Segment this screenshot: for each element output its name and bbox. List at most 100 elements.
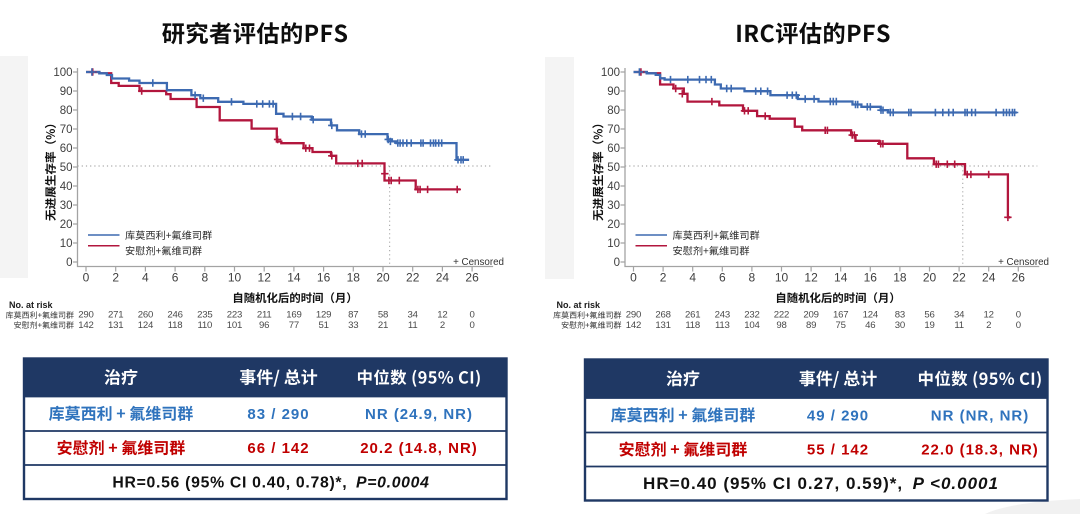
svg-text:243: 243 xyxy=(715,310,730,321)
svg-text:80: 80 xyxy=(607,105,620,117)
svg-text:16: 16 xyxy=(864,271,878,285)
svg-text:12: 12 xyxy=(804,271,818,285)
svg-text:24: 24 xyxy=(982,271,996,285)
svg-text:11: 11 xyxy=(408,320,418,331)
svg-text:0: 0 xyxy=(630,271,637,285)
svg-text:211: 211 xyxy=(257,310,272,321)
svg-text:22.0 (18.3, NR): 22.0 (18.3, NR) xyxy=(921,442,1039,459)
svg-text:142: 142 xyxy=(78,320,93,331)
svg-text:16: 16 xyxy=(317,271,331,285)
svg-text:142: 142 xyxy=(626,320,641,331)
svg-text:HR=0.40 (95% CI 0.27, 0.59)*,: HR=0.40 (95% CI 0.27, 0.59)*, P <0.0001 xyxy=(643,474,999,493)
svg-text:8: 8 xyxy=(201,271,208,285)
svg-text:60: 60 xyxy=(607,143,620,155)
svg-text:8: 8 xyxy=(749,271,756,285)
svg-text:22: 22 xyxy=(952,271,966,285)
svg-text:77: 77 xyxy=(289,320,299,331)
svg-text:46: 46 xyxy=(865,320,875,331)
svg-text:167: 167 xyxy=(833,310,848,321)
svg-text:131: 131 xyxy=(108,320,123,331)
svg-text:83 / 290: 83 / 290 xyxy=(247,406,309,423)
svg-text:0: 0 xyxy=(66,257,72,269)
svg-text:34: 34 xyxy=(954,310,965,321)
svg-text:33: 33 xyxy=(348,320,358,331)
svg-text:232: 232 xyxy=(744,310,759,321)
svg-text:70: 70 xyxy=(607,124,620,136)
svg-text:290: 290 xyxy=(78,310,93,321)
svg-text:30: 30 xyxy=(895,320,905,331)
svg-text:4: 4 xyxy=(689,271,696,285)
svg-text:223: 223 xyxy=(227,310,242,321)
svg-text:30: 30 xyxy=(607,200,620,212)
svg-text:21: 21 xyxy=(378,320,388,331)
svg-text:271: 271 xyxy=(108,310,123,321)
svg-text:20: 20 xyxy=(923,271,937,285)
svg-text:14: 14 xyxy=(287,271,301,285)
svg-text:2: 2 xyxy=(986,320,991,331)
svg-text:10: 10 xyxy=(775,271,789,285)
svg-text:55 / 142: 55 / 142 xyxy=(807,442,869,459)
svg-text:20: 20 xyxy=(607,219,620,231)
svg-text:96: 96 xyxy=(259,320,269,331)
svg-text:261: 261 xyxy=(685,310,700,321)
svg-text:60: 60 xyxy=(60,143,73,155)
svg-text:10: 10 xyxy=(228,271,242,285)
svg-text:0: 0 xyxy=(470,310,475,321)
svg-text:58: 58 xyxy=(378,310,388,321)
svg-text:22: 22 xyxy=(406,271,420,285)
svg-text:51: 51 xyxy=(318,320,328,331)
svg-text:30: 30 xyxy=(60,200,73,212)
svg-text:4: 4 xyxy=(142,271,149,285)
svg-text:NR (24.9, NR): NR (24.9, NR) xyxy=(365,406,473,423)
svg-text:40: 40 xyxy=(60,181,73,193)
svg-text:260: 260 xyxy=(138,310,153,321)
svg-text:100: 100 xyxy=(601,67,620,79)
svg-text:2: 2 xyxy=(440,320,445,331)
svg-text:90: 90 xyxy=(60,86,73,98)
svg-text:40: 40 xyxy=(607,181,620,193)
svg-text:56: 56 xyxy=(924,310,934,321)
svg-text:268: 268 xyxy=(655,310,670,321)
svg-text:246: 246 xyxy=(167,310,182,321)
svg-text:113: 113 xyxy=(715,320,730,331)
svg-text:0: 0 xyxy=(614,257,620,269)
svg-text:26: 26 xyxy=(465,271,479,285)
svg-text:124: 124 xyxy=(138,320,154,331)
svg-text:87: 87 xyxy=(348,310,358,321)
svg-text:12: 12 xyxy=(258,271,272,285)
svg-text:110: 110 xyxy=(197,320,212,331)
svg-text:222: 222 xyxy=(774,310,789,321)
svg-text:11: 11 xyxy=(954,320,964,331)
svg-text:90: 90 xyxy=(607,86,620,98)
svg-text:235: 235 xyxy=(197,310,212,321)
svg-text:50: 50 xyxy=(607,162,620,174)
svg-text:83: 83 xyxy=(895,310,905,321)
svg-text:No. at risk: No. at risk xyxy=(557,300,602,310)
svg-text:18: 18 xyxy=(347,271,361,285)
svg-text:89: 89 xyxy=(806,320,816,331)
svg-text:18: 18 xyxy=(893,271,907,285)
svg-text:6: 6 xyxy=(172,271,179,285)
svg-text:104: 104 xyxy=(744,320,760,331)
svg-text:12: 12 xyxy=(437,310,447,321)
svg-text:20: 20 xyxy=(60,219,73,231)
svg-text:70: 70 xyxy=(60,124,73,136)
svg-text:80: 80 xyxy=(60,105,73,117)
svg-text:75: 75 xyxy=(836,320,846,331)
svg-text:26: 26 xyxy=(1012,271,1026,285)
svg-text:66 / 142: 66 / 142 xyxy=(247,440,309,457)
svg-text:34: 34 xyxy=(408,310,419,321)
svg-text:129: 129 xyxy=(316,310,331,321)
svg-text:6: 6 xyxy=(719,271,726,285)
svg-text:No. at risk: No. at risk xyxy=(9,300,54,310)
svg-text:19: 19 xyxy=(924,320,934,331)
svg-text:0: 0 xyxy=(1016,310,1021,321)
svg-text:169: 169 xyxy=(286,310,301,321)
svg-text:209: 209 xyxy=(803,310,818,321)
svg-text:10: 10 xyxy=(607,238,620,250)
svg-text:124: 124 xyxy=(863,310,879,321)
svg-text:+ Censored: + Censored xyxy=(998,257,1049,268)
svg-text:100: 100 xyxy=(53,67,72,79)
svg-text:2: 2 xyxy=(660,271,667,285)
svg-text:50: 50 xyxy=(60,162,73,174)
